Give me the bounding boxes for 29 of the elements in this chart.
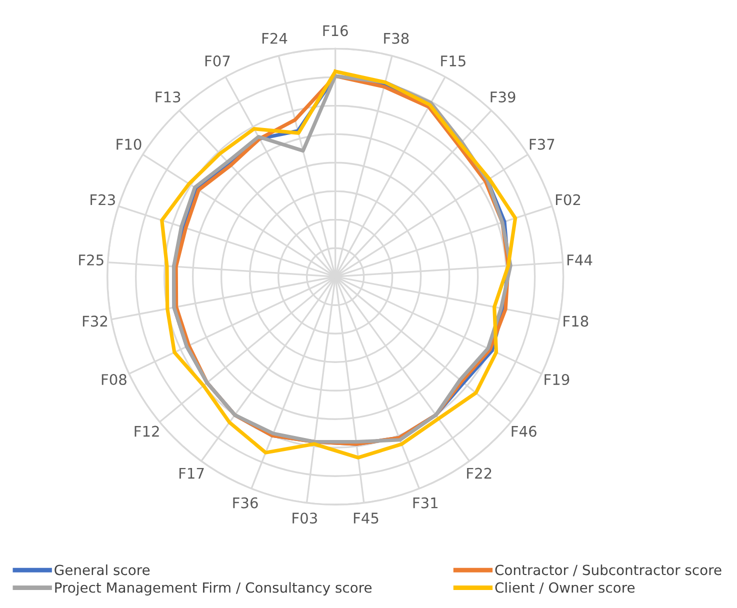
- spoke-label: F46: [512, 426, 536, 437]
- spoke-label: F37: [530, 138, 554, 150]
- spoke-label: F39: [490, 91, 516, 103]
- spoke-label: F10: [116, 138, 142, 150]
- spoke-label: F24: [262, 32, 288, 44]
- spoke-label: F18: [564, 316, 588, 327]
- spoke-label: F12: [134, 426, 159, 437]
- legend-label: Contractor / Subcontractor score: [495, 564, 722, 576]
- spoke-label: F15: [441, 56, 466, 66]
- spoke-label: F38: [384, 32, 409, 44]
- legend-label: General score: [54, 564, 150, 576]
- spoke-label: F31: [413, 497, 438, 508]
- legend-label: Client / Owner score: [495, 582, 635, 594]
- spoke-label: F23: [90, 194, 115, 206]
- spoke-label: F36: [233, 497, 258, 508]
- spoke-label: F03: [292, 512, 317, 524]
- spoke-label: F08: [102, 374, 126, 386]
- spoke-label: F02: [556, 194, 580, 206]
- spoke-label: F19: [544, 374, 570, 386]
- legend-label: Project Management Firm / Consultancy score: [55, 582, 372, 596]
- spoke-label: F22: [467, 468, 492, 479]
- spoke-label: F13: [156, 91, 180, 103]
- spoke-label: F44: [567, 254, 592, 266]
- spoke-label: F16: [323, 25, 348, 36]
- spoke-label: F25: [79, 254, 104, 266]
- spoke-label: F45: [354, 512, 378, 524]
- spoke-label: F17: [179, 468, 204, 479]
- spoke-label: F07: [205, 55, 230, 66]
- spoke-label: F32: [82, 316, 108, 327]
